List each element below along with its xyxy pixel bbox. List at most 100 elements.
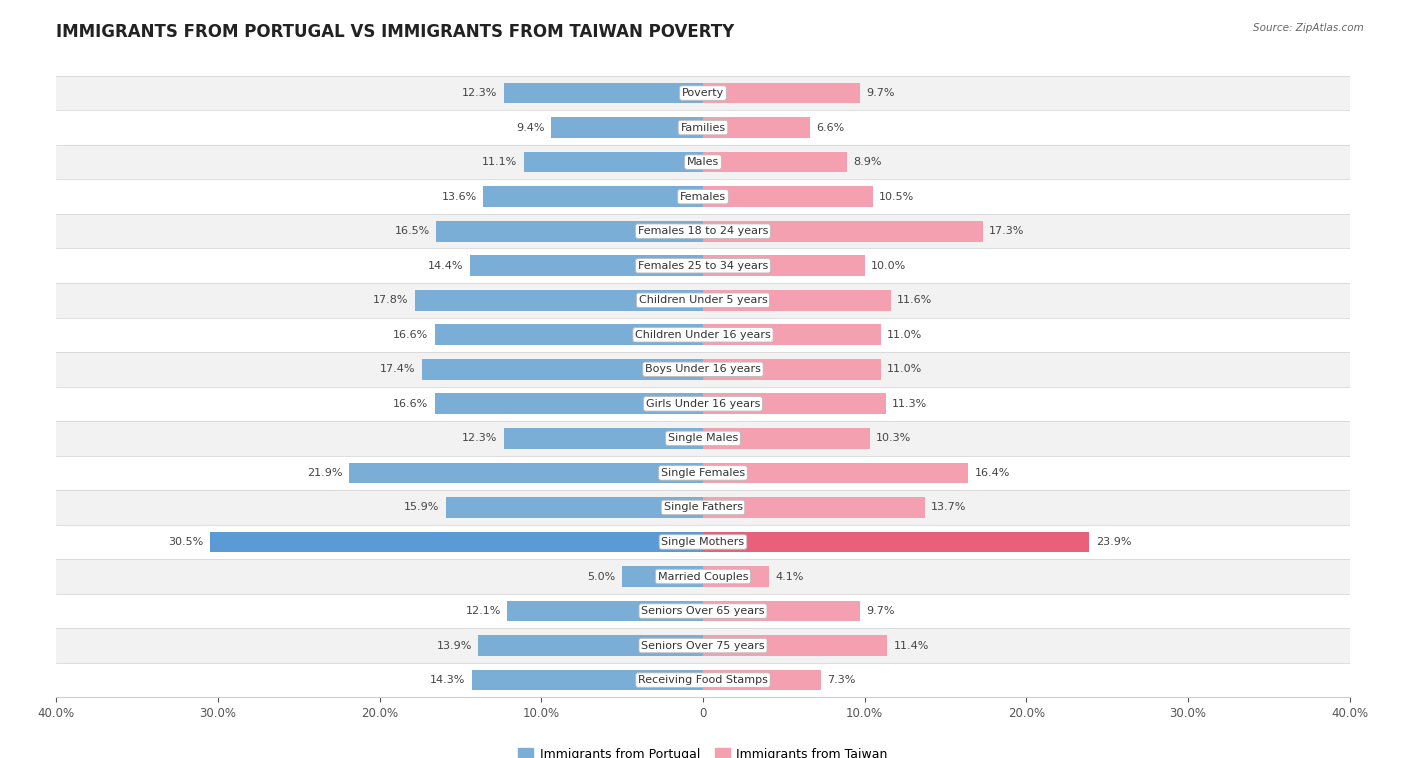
Text: Seniors Over 65 years: Seniors Over 65 years bbox=[641, 606, 765, 616]
Text: Families: Families bbox=[681, 123, 725, 133]
Bar bbox=[56, 145, 1350, 180]
Text: 16.6%: 16.6% bbox=[392, 399, 429, 409]
Bar bbox=[56, 421, 1350, 456]
Text: Children Under 5 years: Children Under 5 years bbox=[638, 296, 768, 305]
Text: 16.4%: 16.4% bbox=[974, 468, 1010, 478]
Text: 15.9%: 15.9% bbox=[404, 503, 440, 512]
Bar bbox=[56, 318, 1350, 352]
Text: Boys Under 16 years: Boys Under 16 years bbox=[645, 365, 761, 374]
Text: Females 25 to 34 years: Females 25 to 34 years bbox=[638, 261, 768, 271]
Text: 12.3%: 12.3% bbox=[463, 88, 498, 98]
Text: 8.9%: 8.9% bbox=[853, 157, 882, 167]
Bar bbox=[434, 324, 703, 345]
Bar bbox=[472, 670, 703, 691]
Text: Poverty: Poverty bbox=[682, 88, 724, 98]
Text: 13.7%: 13.7% bbox=[931, 503, 966, 512]
Text: 10.3%: 10.3% bbox=[876, 434, 911, 443]
Text: 16.6%: 16.6% bbox=[392, 330, 429, 340]
Bar bbox=[703, 117, 810, 138]
Text: 17.8%: 17.8% bbox=[373, 296, 409, 305]
Bar bbox=[703, 221, 983, 242]
Bar bbox=[56, 180, 1350, 214]
Bar bbox=[703, 324, 882, 345]
Text: 17.3%: 17.3% bbox=[990, 226, 1025, 236]
Bar bbox=[703, 600, 860, 622]
Text: 9.4%: 9.4% bbox=[516, 123, 544, 133]
Bar bbox=[209, 531, 703, 553]
Bar bbox=[56, 662, 1350, 697]
Bar bbox=[349, 462, 703, 484]
Bar bbox=[446, 497, 703, 518]
Text: Females 18 to 24 years: Females 18 to 24 years bbox=[638, 226, 768, 236]
Text: 10.5%: 10.5% bbox=[879, 192, 914, 202]
Bar bbox=[505, 428, 703, 449]
Text: 11.1%: 11.1% bbox=[482, 157, 517, 167]
Bar bbox=[56, 559, 1350, 594]
Bar bbox=[508, 600, 703, 622]
Text: 11.3%: 11.3% bbox=[893, 399, 928, 409]
Bar bbox=[56, 352, 1350, 387]
Bar bbox=[703, 290, 890, 311]
Text: 6.6%: 6.6% bbox=[817, 123, 845, 133]
Bar bbox=[623, 566, 703, 587]
Bar bbox=[470, 255, 703, 276]
Text: Single Fathers: Single Fathers bbox=[664, 503, 742, 512]
Bar bbox=[551, 117, 703, 138]
Text: 11.4%: 11.4% bbox=[894, 641, 929, 650]
Text: 12.3%: 12.3% bbox=[463, 434, 498, 443]
Text: Single Mothers: Single Mothers bbox=[661, 537, 745, 547]
Text: 14.3%: 14.3% bbox=[430, 675, 465, 685]
Bar bbox=[505, 83, 703, 103]
Text: Seniors Over 75 years: Seniors Over 75 years bbox=[641, 641, 765, 650]
Bar bbox=[56, 111, 1350, 145]
Text: Females: Females bbox=[681, 192, 725, 202]
Text: 30.5%: 30.5% bbox=[169, 537, 204, 547]
Bar bbox=[56, 387, 1350, 421]
Text: 16.5%: 16.5% bbox=[395, 226, 430, 236]
Bar bbox=[703, 462, 969, 484]
Bar bbox=[703, 152, 846, 173]
Text: 13.9%: 13.9% bbox=[436, 641, 472, 650]
Text: IMMIGRANTS FROM PORTUGAL VS IMMIGRANTS FROM TAIWAN POVERTY: IMMIGRANTS FROM PORTUGAL VS IMMIGRANTS F… bbox=[56, 23, 734, 41]
Bar bbox=[523, 152, 703, 173]
Bar bbox=[56, 594, 1350, 628]
Text: 9.7%: 9.7% bbox=[866, 88, 894, 98]
Bar bbox=[56, 456, 1350, 490]
Text: Married Couples: Married Couples bbox=[658, 572, 748, 581]
Text: Girls Under 16 years: Girls Under 16 years bbox=[645, 399, 761, 409]
Text: 13.6%: 13.6% bbox=[441, 192, 477, 202]
Text: 17.4%: 17.4% bbox=[380, 365, 415, 374]
Text: Receiving Food Stamps: Receiving Food Stamps bbox=[638, 675, 768, 685]
Bar bbox=[703, 670, 821, 691]
Text: 10.0%: 10.0% bbox=[872, 261, 907, 271]
Bar bbox=[436, 221, 703, 242]
Bar bbox=[56, 76, 1350, 111]
Text: 7.3%: 7.3% bbox=[828, 675, 856, 685]
Bar bbox=[703, 255, 865, 276]
Bar bbox=[703, 393, 886, 414]
Bar bbox=[56, 525, 1350, 559]
Bar bbox=[703, 359, 882, 380]
Text: 11.0%: 11.0% bbox=[887, 330, 922, 340]
Bar bbox=[56, 490, 1350, 525]
Bar bbox=[703, 497, 925, 518]
Text: Single Females: Single Females bbox=[661, 468, 745, 478]
Text: 9.7%: 9.7% bbox=[866, 606, 894, 616]
Bar bbox=[434, 393, 703, 414]
Text: 11.0%: 11.0% bbox=[887, 365, 922, 374]
Bar bbox=[415, 290, 703, 311]
Bar bbox=[56, 628, 1350, 662]
Bar bbox=[56, 214, 1350, 249]
Text: Males: Males bbox=[688, 157, 718, 167]
Bar bbox=[703, 566, 769, 587]
Bar bbox=[703, 186, 873, 207]
Legend: Immigrants from Portugal, Immigrants from Taiwan: Immigrants from Portugal, Immigrants fro… bbox=[513, 743, 893, 758]
Text: Source: ZipAtlas.com: Source: ZipAtlas.com bbox=[1253, 23, 1364, 33]
Text: 5.0%: 5.0% bbox=[588, 572, 616, 581]
Bar bbox=[703, 428, 869, 449]
Bar bbox=[422, 359, 703, 380]
Bar bbox=[56, 283, 1350, 318]
Text: 21.9%: 21.9% bbox=[307, 468, 343, 478]
Text: 14.4%: 14.4% bbox=[429, 261, 464, 271]
Bar bbox=[484, 186, 703, 207]
